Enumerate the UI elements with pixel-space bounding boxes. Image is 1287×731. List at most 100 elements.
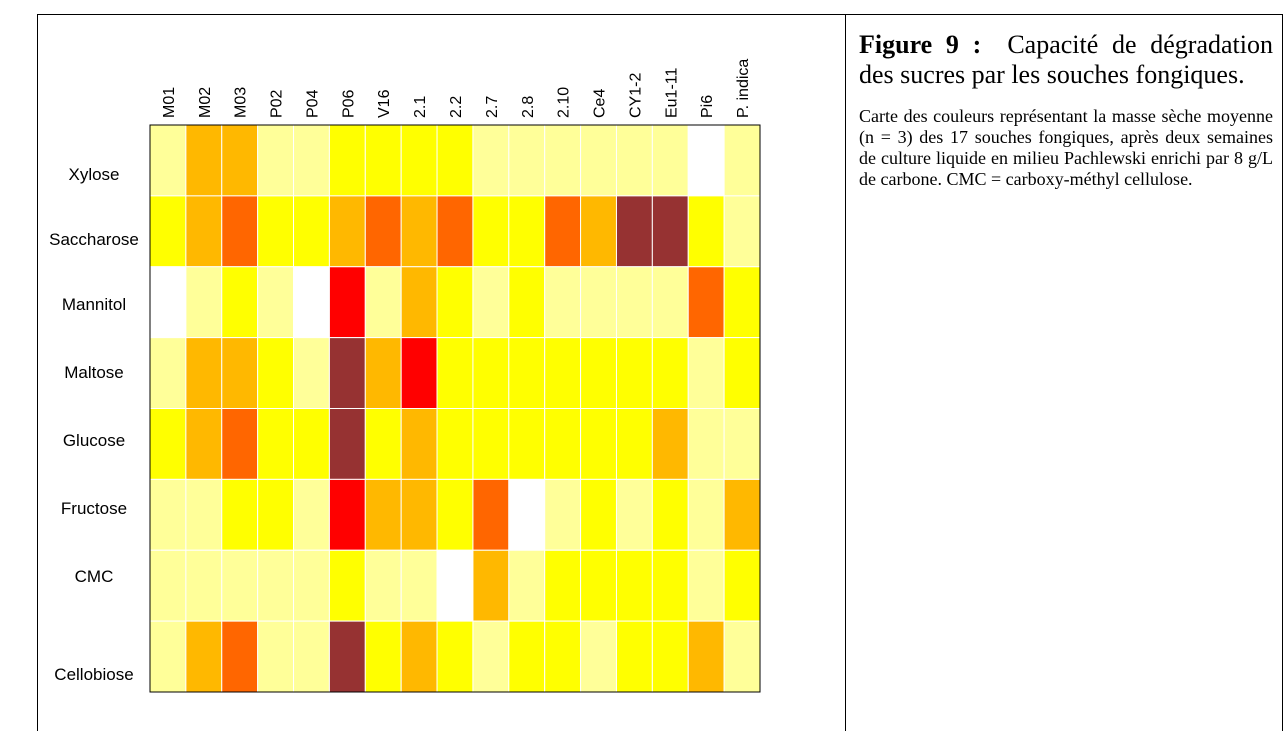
heat-cell <box>723 478 761 551</box>
heat-cell <box>651 266 689 339</box>
heat-cell <box>328 549 366 622</box>
heat-cell <box>364 266 402 339</box>
heat-cell <box>472 408 510 480</box>
heat-cell <box>257 266 295 339</box>
heat-cell <box>436 620 474 693</box>
heat-cell <box>149 549 187 622</box>
heat-cell <box>185 124 223 197</box>
heat-cell <box>400 124 438 197</box>
heat-cell <box>544 195 582 268</box>
column-label: P04 <box>304 89 321 118</box>
heat-cell <box>436 195 474 268</box>
column-label: P02 <box>269 89 286 118</box>
heat-cell <box>544 337 582 409</box>
column-label: M01 <box>161 87 178 118</box>
heat-cell <box>436 337 474 409</box>
heat-cell <box>436 266 474 339</box>
heat-cell <box>221 124 259 197</box>
caption-text: Carte des couleurs représentant la masse… <box>859 106 1273 189</box>
heat-cell <box>328 478 366 551</box>
heat-cell <box>508 195 546 268</box>
heat-cell <box>580 549 617 622</box>
heat-cell <box>221 478 259 551</box>
cell-divider <box>845 14 846 731</box>
heat-cell <box>257 620 295 693</box>
heat-cell <box>580 408 617 480</box>
heat-cell <box>293 266 330 339</box>
heat-cell <box>508 408 546 480</box>
heat-cell <box>544 549 582 622</box>
heat-cell <box>580 266 617 339</box>
column-label: Ce4 <box>592 89 609 118</box>
heat-cell <box>615 266 653 339</box>
heat-cell <box>580 195 617 268</box>
heat-cell <box>149 337 187 409</box>
column-label: 2.7 <box>484 96 501 118</box>
heat-cell <box>687 478 725 551</box>
row-label: Saccharose <box>49 230 139 249</box>
heat-cell <box>185 478 223 551</box>
heat-cell <box>580 337 617 409</box>
heat-cell <box>436 408 474 480</box>
heat-cell <box>687 408 725 480</box>
heat-cell <box>723 408 761 480</box>
heat-cell <box>651 408 689 480</box>
heat-cell <box>221 195 259 268</box>
heat-cell <box>221 266 259 339</box>
heat-cell <box>687 195 725 268</box>
row-label: Glucose <box>63 431 125 450</box>
heat-cell <box>185 195 223 268</box>
heat-cell <box>651 478 689 551</box>
row-label: Fructose <box>61 499 127 518</box>
heat-cell <box>472 549 510 622</box>
column-label: 2.8 <box>520 96 537 118</box>
heat-cell <box>400 549 438 622</box>
row-label: Xylose <box>68 165 119 184</box>
heat-cell <box>400 195 438 268</box>
heatmap: M01 M02 M03 P02 P04 P06 V16 2.1 2.2 2.7 2.8 2.10 Ce4… <box>49 59 761 693</box>
heat-cell <box>293 549 330 622</box>
heat-cell <box>615 124 653 197</box>
heat-cell <box>472 337 510 409</box>
heat-cell <box>508 549 546 622</box>
column-label: 2.1 <box>412 96 429 118</box>
heat-cell <box>149 478 187 551</box>
heat-cell <box>328 408 366 480</box>
heat-cell <box>185 549 223 622</box>
heat-cell <box>293 195 330 268</box>
column-label: Eu1-11 <box>663 67 680 118</box>
heat-cell <box>400 620 438 693</box>
heat-cell <box>544 620 582 693</box>
heat-cell <box>257 478 295 551</box>
heat-cell <box>508 266 546 339</box>
heat-cell <box>723 124 761 197</box>
heat-cell <box>436 549 474 622</box>
heat-cell <box>472 124 510 197</box>
heat-cell <box>328 266 366 339</box>
row-label: Mannitol <box>62 295 126 314</box>
heat-cell <box>149 124 187 197</box>
heat-cell <box>687 337 725 409</box>
heat-cell <box>615 549 653 622</box>
heat-cell <box>472 620 510 693</box>
column-label: M03 <box>233 87 250 118</box>
heat-cell <box>328 620 366 693</box>
heat-cell <box>580 124 617 197</box>
heat-cell <box>723 337 761 409</box>
heat-cell <box>257 124 295 197</box>
heat-cell <box>436 478 474 551</box>
heat-cell <box>615 478 653 551</box>
heat-cell <box>149 620 187 693</box>
heat-cell <box>364 124 402 197</box>
heat-cell <box>328 124 366 197</box>
heat-cell <box>364 549 402 622</box>
heat-cell <box>436 124 474 197</box>
heat-cell <box>149 408 187 480</box>
column-label: Pi6 <box>699 95 716 118</box>
column-label: 2.10 <box>556 87 573 118</box>
figure-title: Capacité de dégradation des sucres par l… <box>859 30 1273 89</box>
heat-cell <box>293 620 330 693</box>
heat-cell <box>651 549 689 622</box>
heat-cell <box>185 337 223 409</box>
heat-cell <box>221 549 259 622</box>
